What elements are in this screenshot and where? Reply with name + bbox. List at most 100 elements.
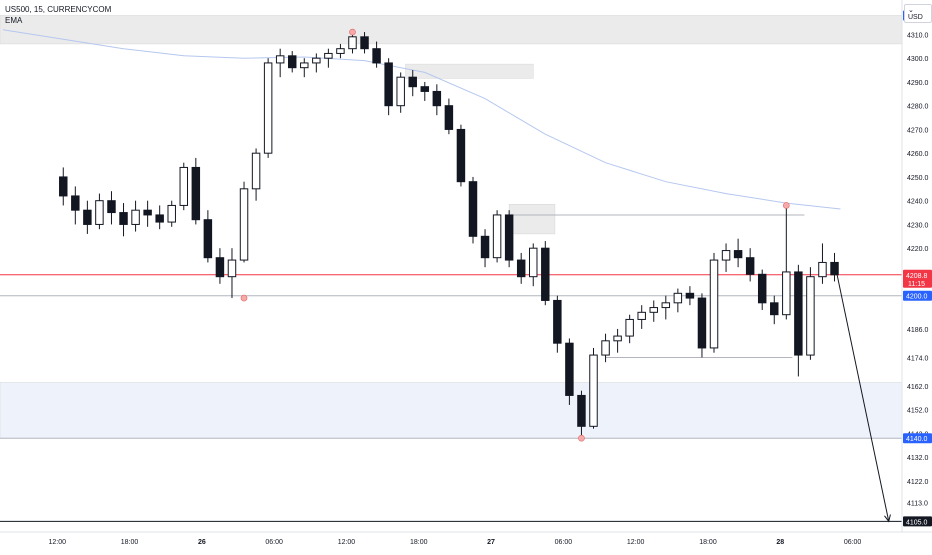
candle[interactable]	[613, 328, 622, 353]
candle[interactable]	[95, 193, 104, 230]
candle[interactable]	[625, 314, 634, 344]
candle[interactable]	[275, 48, 285, 78]
candle[interactable]	[143, 200, 152, 227]
candle-body	[516, 259, 526, 278]
candle[interactable]	[504, 210, 514, 268]
candle[interactable]	[372, 41, 381, 68]
candle-body	[360, 36, 369, 50]
candle-body	[167, 204, 176, 223]
candle[interactable]	[287, 51, 297, 73]
currency-button[interactable]: ⌄ USD	[904, 4, 932, 23]
price-badge-label: 4140.0	[906, 436, 928, 443]
time-axis[interactable]: 12:00 18:00 26 06:00 12:00 18:00 27 06:00 12:00 1…	[48, 539, 861, 546]
candle[interactable]	[324, 48, 333, 68]
candle[interactable]	[251, 148, 261, 201]
candle-body	[384, 62, 393, 107]
candle[interactable]	[191, 157, 201, 225]
candle[interactable]	[119, 203, 128, 237]
candle[interactable]	[529, 243, 538, 287]
candle[interactable]	[155, 205, 164, 230]
candle[interactable]	[709, 252, 719, 353]
candle-body	[143, 209, 152, 216]
candle[interactable]	[408, 70, 417, 97]
price-tick-label: 4270.0	[907, 127, 929, 134]
candle[interactable]	[71, 186, 80, 225]
candle[interactable]	[697, 293, 707, 358]
indicator-label[interactable]: EMA	[5, 16, 23, 25]
candle[interactable]	[444, 98, 454, 135]
candle[interactable]	[649, 300, 658, 322]
candle-body	[685, 292, 695, 299]
candle[interactable]	[492, 210, 502, 263]
time-tick-label: 18:00	[699, 539, 717, 546]
candle[interactable]	[818, 243, 827, 284]
candle-body	[432, 90, 442, 107]
candle[interactable]	[468, 176, 478, 244]
candle[interactable]	[541, 241, 550, 306]
candle[interactable]	[565, 338, 574, 405]
candle[interactable]	[757, 269, 767, 310]
candle[interactable]	[179, 162, 189, 211]
candle[interactable]	[456, 124, 466, 187]
candle[interactable]	[770, 295, 779, 325]
candle[interactable]	[733, 238, 743, 268]
candle[interactable]	[516, 252, 526, 284]
candle-body	[601, 340, 610, 356]
candle[interactable]	[360, 32, 369, 54]
candle[interactable]	[131, 200, 140, 232]
price-badge[interactable]: 4105.0	[903, 516, 932, 527]
candle[interactable]	[167, 200, 176, 227]
price-tick-label: 4186.0	[907, 327, 929, 334]
candle[interactable]	[263, 58, 273, 158]
price-badge-bg	[903, 269, 932, 288]
candle[interactable]	[336, 43, 345, 59]
candle-body	[287, 55, 297, 69]
candle[interactable]	[83, 200, 92, 234]
levels-layer	[0, 214, 902, 522]
candle-body	[300, 62, 309, 69]
candle[interactable]	[794, 264, 803, 377]
candle[interactable]	[745, 248, 755, 282]
candle[interactable]	[396, 72, 405, 113]
candle[interactable]	[577, 390, 586, 439]
candle[interactable]	[348, 32, 357, 54]
price-badge-bg	[903, 516, 932, 527]
candle[interactable]	[239, 181, 249, 263]
chevron-down-icon: ⌄	[908, 7, 914, 14]
candle-body	[251, 152, 261, 190]
candle[interactable]	[661, 295, 671, 320]
arrow-shaft	[834, 262, 890, 522]
time-tick-label: 18:00	[410, 539, 428, 546]
candle[interactable]	[685, 286, 695, 306]
candle[interactable]	[782, 205, 791, 320]
price-badge-bg	[903, 290, 932, 301]
candle[interactable]	[601, 333, 610, 363]
price-badge[interactable]: 4208.811:15	[903, 269, 932, 288]
candle[interactable]	[215, 248, 225, 284]
candle[interactable]	[589, 347, 598, 429]
price-badge[interactable]: 4140.0	[903, 433, 932, 444]
candle[interactable]	[300, 58, 309, 78]
candle[interactable]	[107, 191, 116, 225]
candle[interactable]	[806, 267, 815, 360]
candle[interactable]	[312, 53, 321, 73]
price-badge[interactable]: 4200.0	[903, 290, 932, 301]
candle[interactable]	[384, 58, 393, 116]
time-tick-label: 27	[487, 539, 495, 546]
candle[interactable]	[420, 81, 430, 101]
candle[interactable]	[203, 210, 213, 263]
symbol-title[interactable]: US500, 15, CURRENCYCOM	[5, 5, 112, 14]
candle[interactable]	[553, 295, 562, 353]
candle[interactable]	[227, 248, 237, 299]
candle[interactable]	[480, 229, 490, 268]
price-tick-label: 4250.0	[907, 175, 929, 182]
candle[interactable]	[721, 243, 731, 272]
candle[interactable]	[673, 288, 683, 313]
currency-label: USD	[908, 14, 923, 21]
candle[interactable]	[59, 167, 68, 206]
candle[interactable]	[637, 305, 646, 329]
candle[interactable]	[432, 84, 442, 116]
time-axis-bg	[0, 532, 932, 550]
